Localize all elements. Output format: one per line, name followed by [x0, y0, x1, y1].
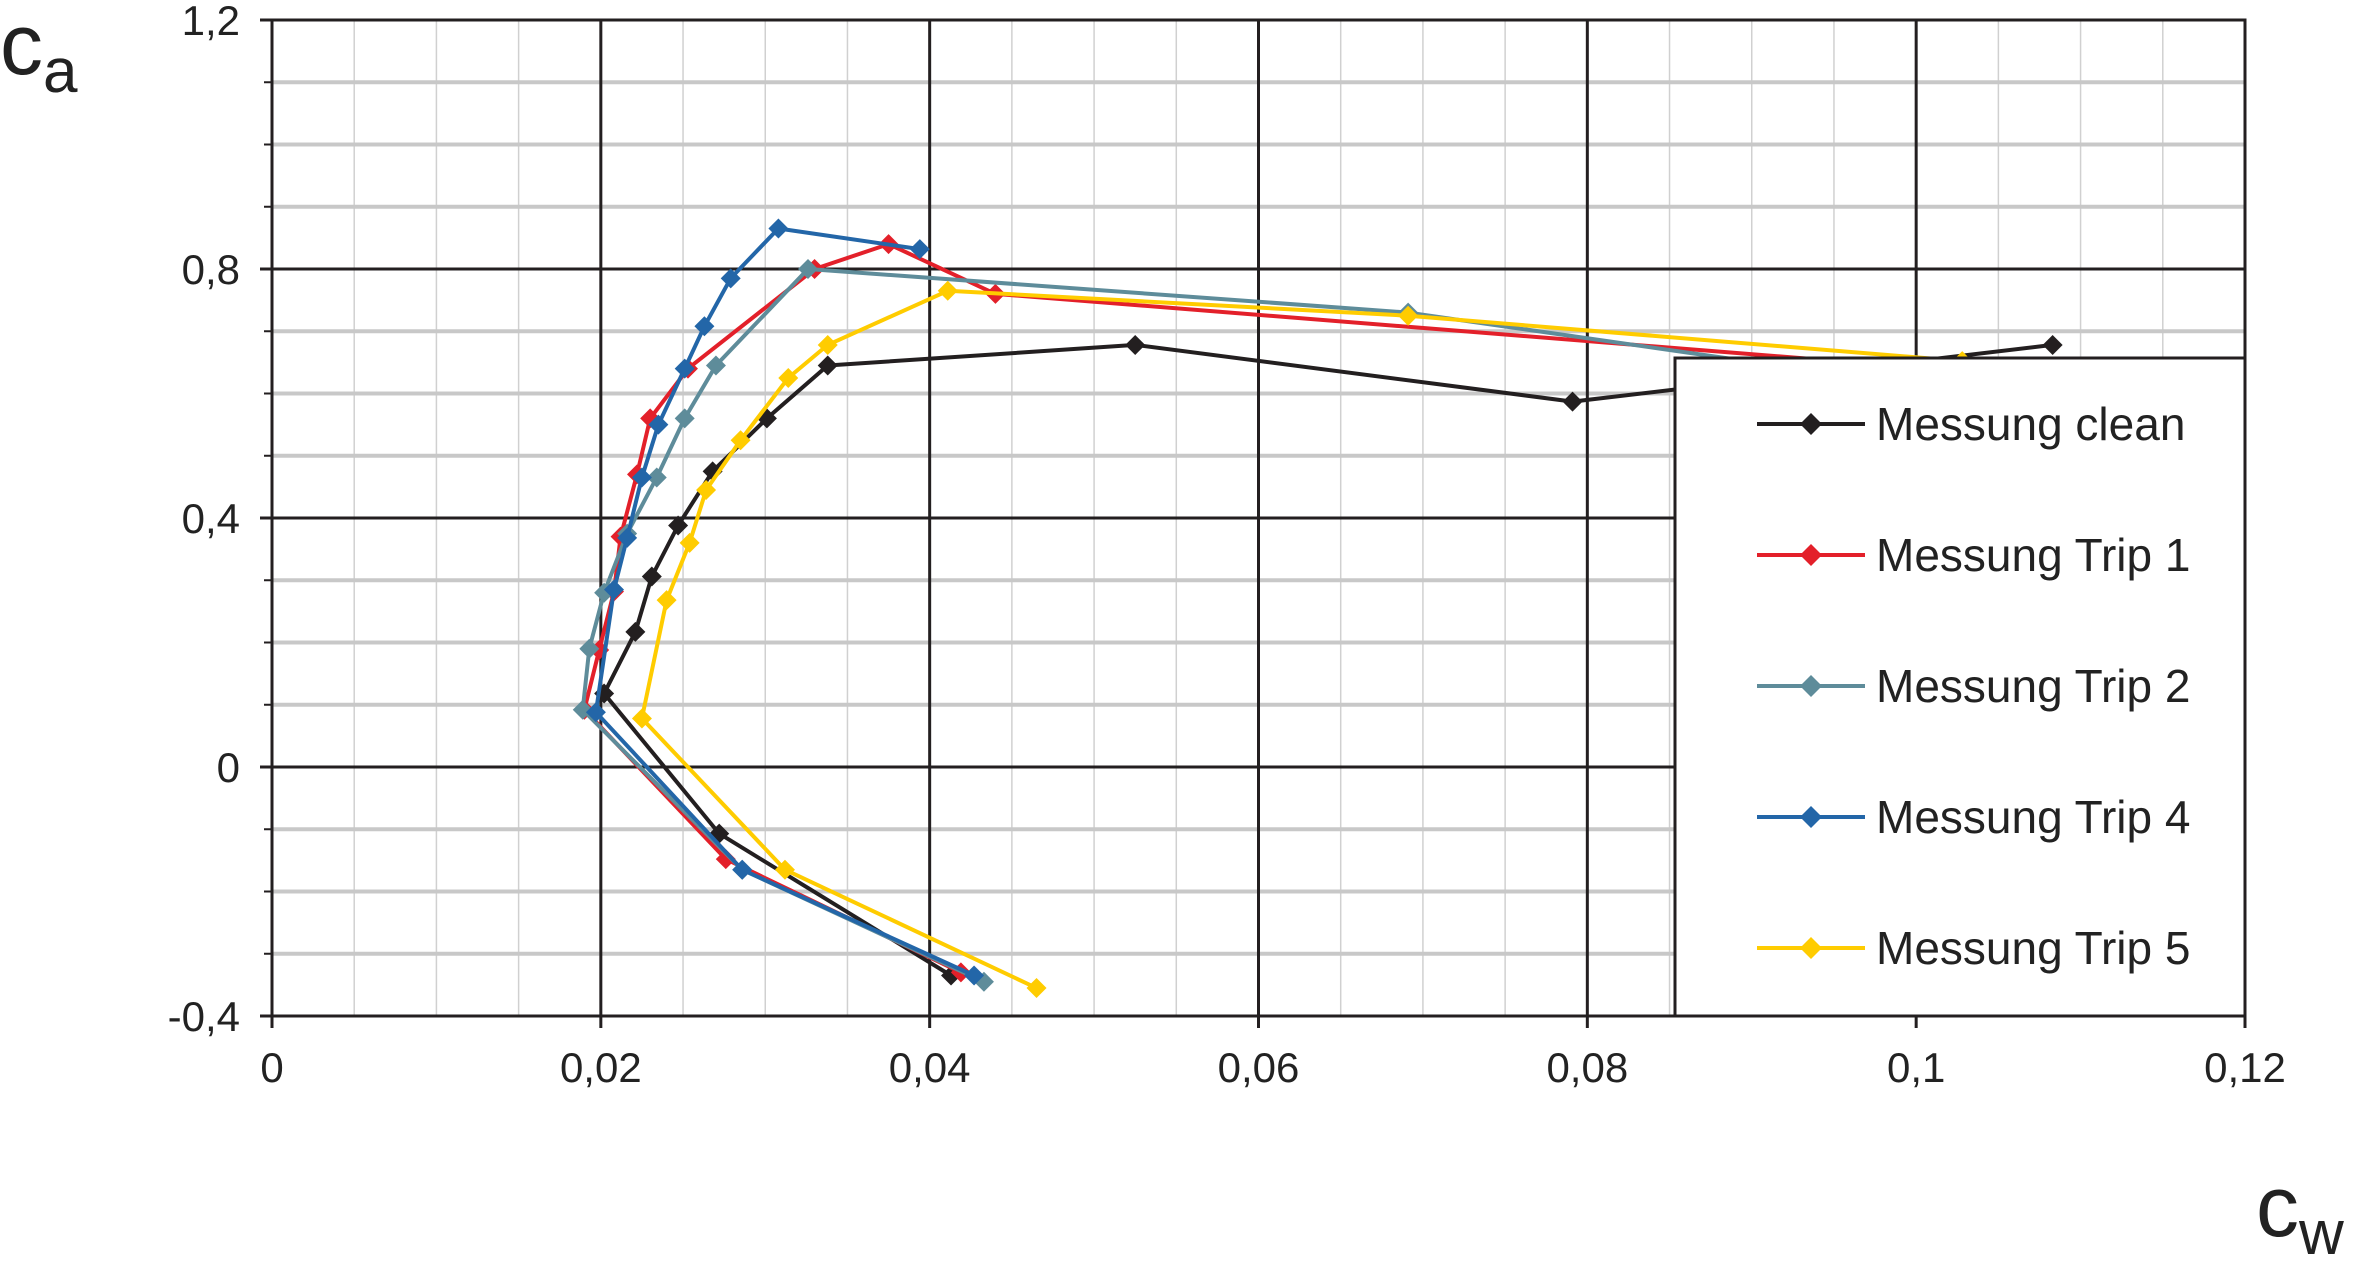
data-point: [1026, 977, 1047, 998]
data-point: [656, 590, 677, 611]
data-point: [631, 708, 652, 729]
legend-swatch-marker: [1800, 675, 1822, 697]
data-point: [2042, 334, 2063, 355]
data-point: [696, 479, 717, 500]
series-4: [585, 218, 985, 986]
y-tick-label: -0,4: [168, 993, 240, 1040]
y-tick-label: 0,4: [182, 495, 240, 542]
data-point: [572, 699, 593, 720]
y-axis-label: ca: [0, 0, 78, 106]
series-5: [631, 280, 1973, 998]
series-group: [572, 218, 2063, 998]
data-point: [715, 849, 736, 870]
legend-label: Messung Trip 1: [1876, 529, 2190, 581]
data-point: [648, 414, 669, 435]
data-point: [603, 579, 624, 600]
legend-label: Messung Trip 5: [1876, 922, 2190, 974]
x-axis-label-main: c: [2256, 1159, 2299, 1255]
y-axis-label-main: c: [0, 0, 43, 93]
x-tick-label: 0,06: [1218, 1044, 1300, 1091]
y-tick-label: 1,2: [182, 0, 240, 44]
data-point: [768, 218, 789, 239]
data-point: [778, 367, 799, 388]
data-point: [964, 965, 985, 986]
series-line: [639, 288, 1963, 990]
data-point: [694, 316, 715, 337]
x-tick-label: 0,04: [889, 1044, 971, 1091]
data-point: [579, 638, 600, 659]
data-point: [732, 859, 753, 880]
data-point: [1562, 391, 1583, 412]
data-point: [617, 527, 638, 548]
x-tick-label: 0,08: [1546, 1044, 1628, 1091]
data-point: [937, 280, 958, 301]
legend-label: Messung clean: [1876, 398, 2185, 450]
series-line: [580, 267, 1887, 984]
data-point: [641, 566, 662, 587]
y-tick-label: 0: [217, 744, 240, 791]
legend-swatch-marker: [1800, 544, 1822, 566]
y-tick-label: 0,8: [182, 246, 240, 293]
x-axis-label: cw: [2256, 1159, 2344, 1266]
x-tick-label: 0,12: [2204, 1044, 2286, 1091]
x-tick-label: 0: [260, 1044, 283, 1091]
data-point: [705, 355, 726, 376]
axes: 0 0,02 0,04 0,06 0,08 0,1 0,12 -0,4 0 0,4 0,8 1,2: [168, 0, 2286, 1091]
data-point: [909, 239, 930, 260]
data-point: [679, 532, 700, 553]
data-point: [668, 515, 689, 536]
data-point: [720, 268, 741, 289]
x-axis-label-sub: w: [2298, 1199, 2344, 1266]
data-point: [1398, 305, 1419, 326]
data-point: [817, 355, 838, 376]
legend-label: Messung Trip 4: [1876, 791, 2190, 843]
legend-label: Messung Trip 2: [1876, 660, 2190, 712]
series-line: [602, 342, 2053, 978]
data-point: [774, 859, 795, 880]
legend-swatch-marker: [1800, 413, 1822, 435]
data-point: [730, 430, 751, 451]
data-point: [674, 358, 695, 379]
y-axis-label-sub: a: [43, 37, 78, 106]
x-tick-label: 0,1: [1887, 1044, 1945, 1091]
data-point: [585, 702, 606, 723]
legend-swatch-marker: [1800, 806, 1822, 828]
data-point: [797, 259, 818, 279]
data-point: [646, 467, 667, 488]
x-tick-label: 0,02: [560, 1044, 642, 1091]
series-line: [593, 226, 975, 978]
legend-swatch-marker: [1800, 937, 1822, 959]
data-point: [625, 621, 646, 642]
legend: Messung clean Messung Trip 1 Messung Trip …: [1673, 356, 2247, 1018]
data-point: [631, 467, 652, 488]
data-point: [817, 334, 838, 355]
data-point: [1125, 334, 1146, 355]
data-point: [674, 408, 695, 429]
